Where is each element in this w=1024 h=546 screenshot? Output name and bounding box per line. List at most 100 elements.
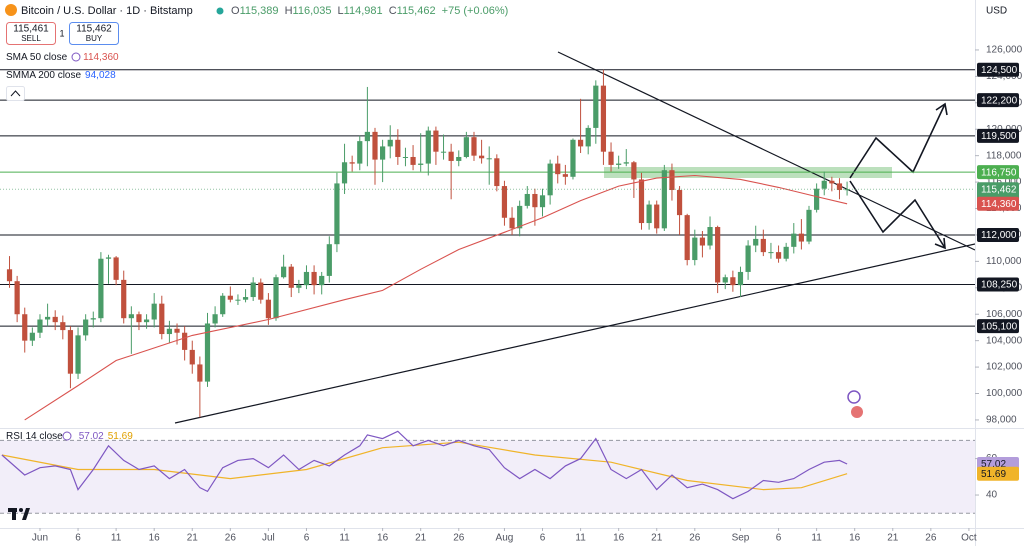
candle-body <box>14 281 20 315</box>
candle-body <box>791 233 797 247</box>
candle-body <box>433 130 439 152</box>
rsi-line <box>1 430 848 500</box>
candle-body <box>83 319 89 336</box>
candle-body <box>326 244 332 276</box>
sell-label[interactable]: SELL <box>21 34 41 43</box>
candle-body <box>608 151 614 165</box>
ohlc-value: 114,981 <box>344 5 383 17</box>
candle-body <box>250 282 256 298</box>
x-tick-label: Jun <box>32 533 48 544</box>
level-tag: 119,500 <box>981 131 1017 142</box>
bitcoin-icon <box>5 4 17 16</box>
sell-price[interactable]: 115,461 <box>13 24 49 35</box>
x-tick-label: 16 <box>149 533 161 544</box>
candle-body <box>494 158 500 187</box>
candle-body <box>387 139 393 147</box>
level-tag-bg <box>977 227 1019 242</box>
sma-tag-bg <box>977 196 1019 211</box>
candle-body <box>814 188 820 210</box>
candle-body <box>166 328 173 335</box>
ascending-trendline <box>174 243 975 424</box>
x-tick-label: 6 <box>540 533 546 544</box>
candle-body <box>227 295 233 300</box>
sma-line <box>24 174 848 421</box>
level-tag-bg <box>977 128 1019 143</box>
logo-part <box>19 508 23 512</box>
candle-body <box>22 314 28 341</box>
main-pane <box>0 51 975 424</box>
candle-body <box>829 180 835 184</box>
candle-body <box>600 85 607 152</box>
candle-body <box>6 269 13 282</box>
arrow-head <box>934 237 946 250</box>
indicator-legend: SMMA 200 close 94,028 <box>6 70 116 81</box>
x-tick-label: 11 <box>339 533 350 544</box>
candle-body <box>692 237 698 261</box>
candle-body <box>410 156 416 165</box>
event-icon[interactable] <box>847 390 861 404</box>
candle-body <box>646 204 652 224</box>
y-tick-label: 126,000 <box>986 45 1023 56</box>
candle-body <box>532 193 538 208</box>
x-tick-label: 21 <box>887 533 899 544</box>
level-tag: 116,750 <box>981 167 1017 178</box>
candle-body <box>737 271 744 286</box>
event-icon[interactable] <box>851 406 863 418</box>
sma-tag: 114,360 <box>981 199 1017 210</box>
bull-scenario-arrow <box>849 103 946 179</box>
candle-body <box>722 277 728 283</box>
candle-body <box>380 146 386 160</box>
candle-body <box>638 179 645 224</box>
buy-price[interactable]: 115,462 <box>76 24 112 35</box>
candle-body <box>669 170 675 191</box>
settings-icon[interactable] <box>71 52 81 62</box>
ohlc-key: C <box>389 5 397 17</box>
candle-body <box>524 193 530 206</box>
x-tick-label: 11 <box>811 533 822 544</box>
collapse-button[interactable] <box>6 86 25 101</box>
y-tick-label: 102,000 <box>986 362 1023 373</box>
settings-icon[interactable] <box>62 431 72 441</box>
candle-body <box>501 186 508 218</box>
candle-body <box>425 130 431 164</box>
candle-body <box>273 277 279 319</box>
candle-body <box>357 141 363 164</box>
candle-body <box>509 217 515 229</box>
rsi-legend: RSI 14 close 57.02 51.69 <box>6 431 133 442</box>
rsi-name: RSI 14 close <box>6 431 63 442</box>
candle-body <box>349 162 355 164</box>
candle-body <box>182 332 188 350</box>
sell-button[interactable] <box>6 22 56 45</box>
candle-body <box>539 195 546 208</box>
level-tag-bg <box>977 277 1019 292</box>
candle-body <box>570 139 576 177</box>
candle-body <box>753 238 759 246</box>
candle-body <box>90 318 96 320</box>
candle-body <box>128 314 134 319</box>
y-tick-label: 106,000 <box>986 309 1023 320</box>
candle-body <box>707 227 713 246</box>
y-tick-label: 118,000 <box>986 150 1022 161</box>
candle-body <box>676 190 683 216</box>
buy-label[interactable]: BUY <box>86 34 103 43</box>
level-tag: 112,000 <box>981 230 1017 241</box>
x-tick-label: 6 <box>776 533 782 544</box>
buy-button[interactable] <box>69 22 119 45</box>
candle-body <box>75 335 81 374</box>
candle-body <box>319 275 325 286</box>
candle-body <box>402 156 409 158</box>
candle-body <box>631 162 637 180</box>
ohlc-value: 115,462 <box>397 5 436 17</box>
candle-body <box>220 295 226 315</box>
x-tick-label: 16 <box>849 533 861 544</box>
x-tick-label: Sep <box>732 533 750 544</box>
x-tick-label: 26 <box>453 533 465 544</box>
logo-part <box>12 508 16 520</box>
indicator-value: 114,360 <box>83 52 119 63</box>
candle-body <box>52 316 58 323</box>
level-tag: 124,500 <box>981 65 1018 76</box>
candle-body <box>98 258 104 319</box>
candle-body <box>212 314 218 324</box>
x-tick-label: 21 <box>187 533 199 544</box>
candle-body <box>288 266 294 288</box>
